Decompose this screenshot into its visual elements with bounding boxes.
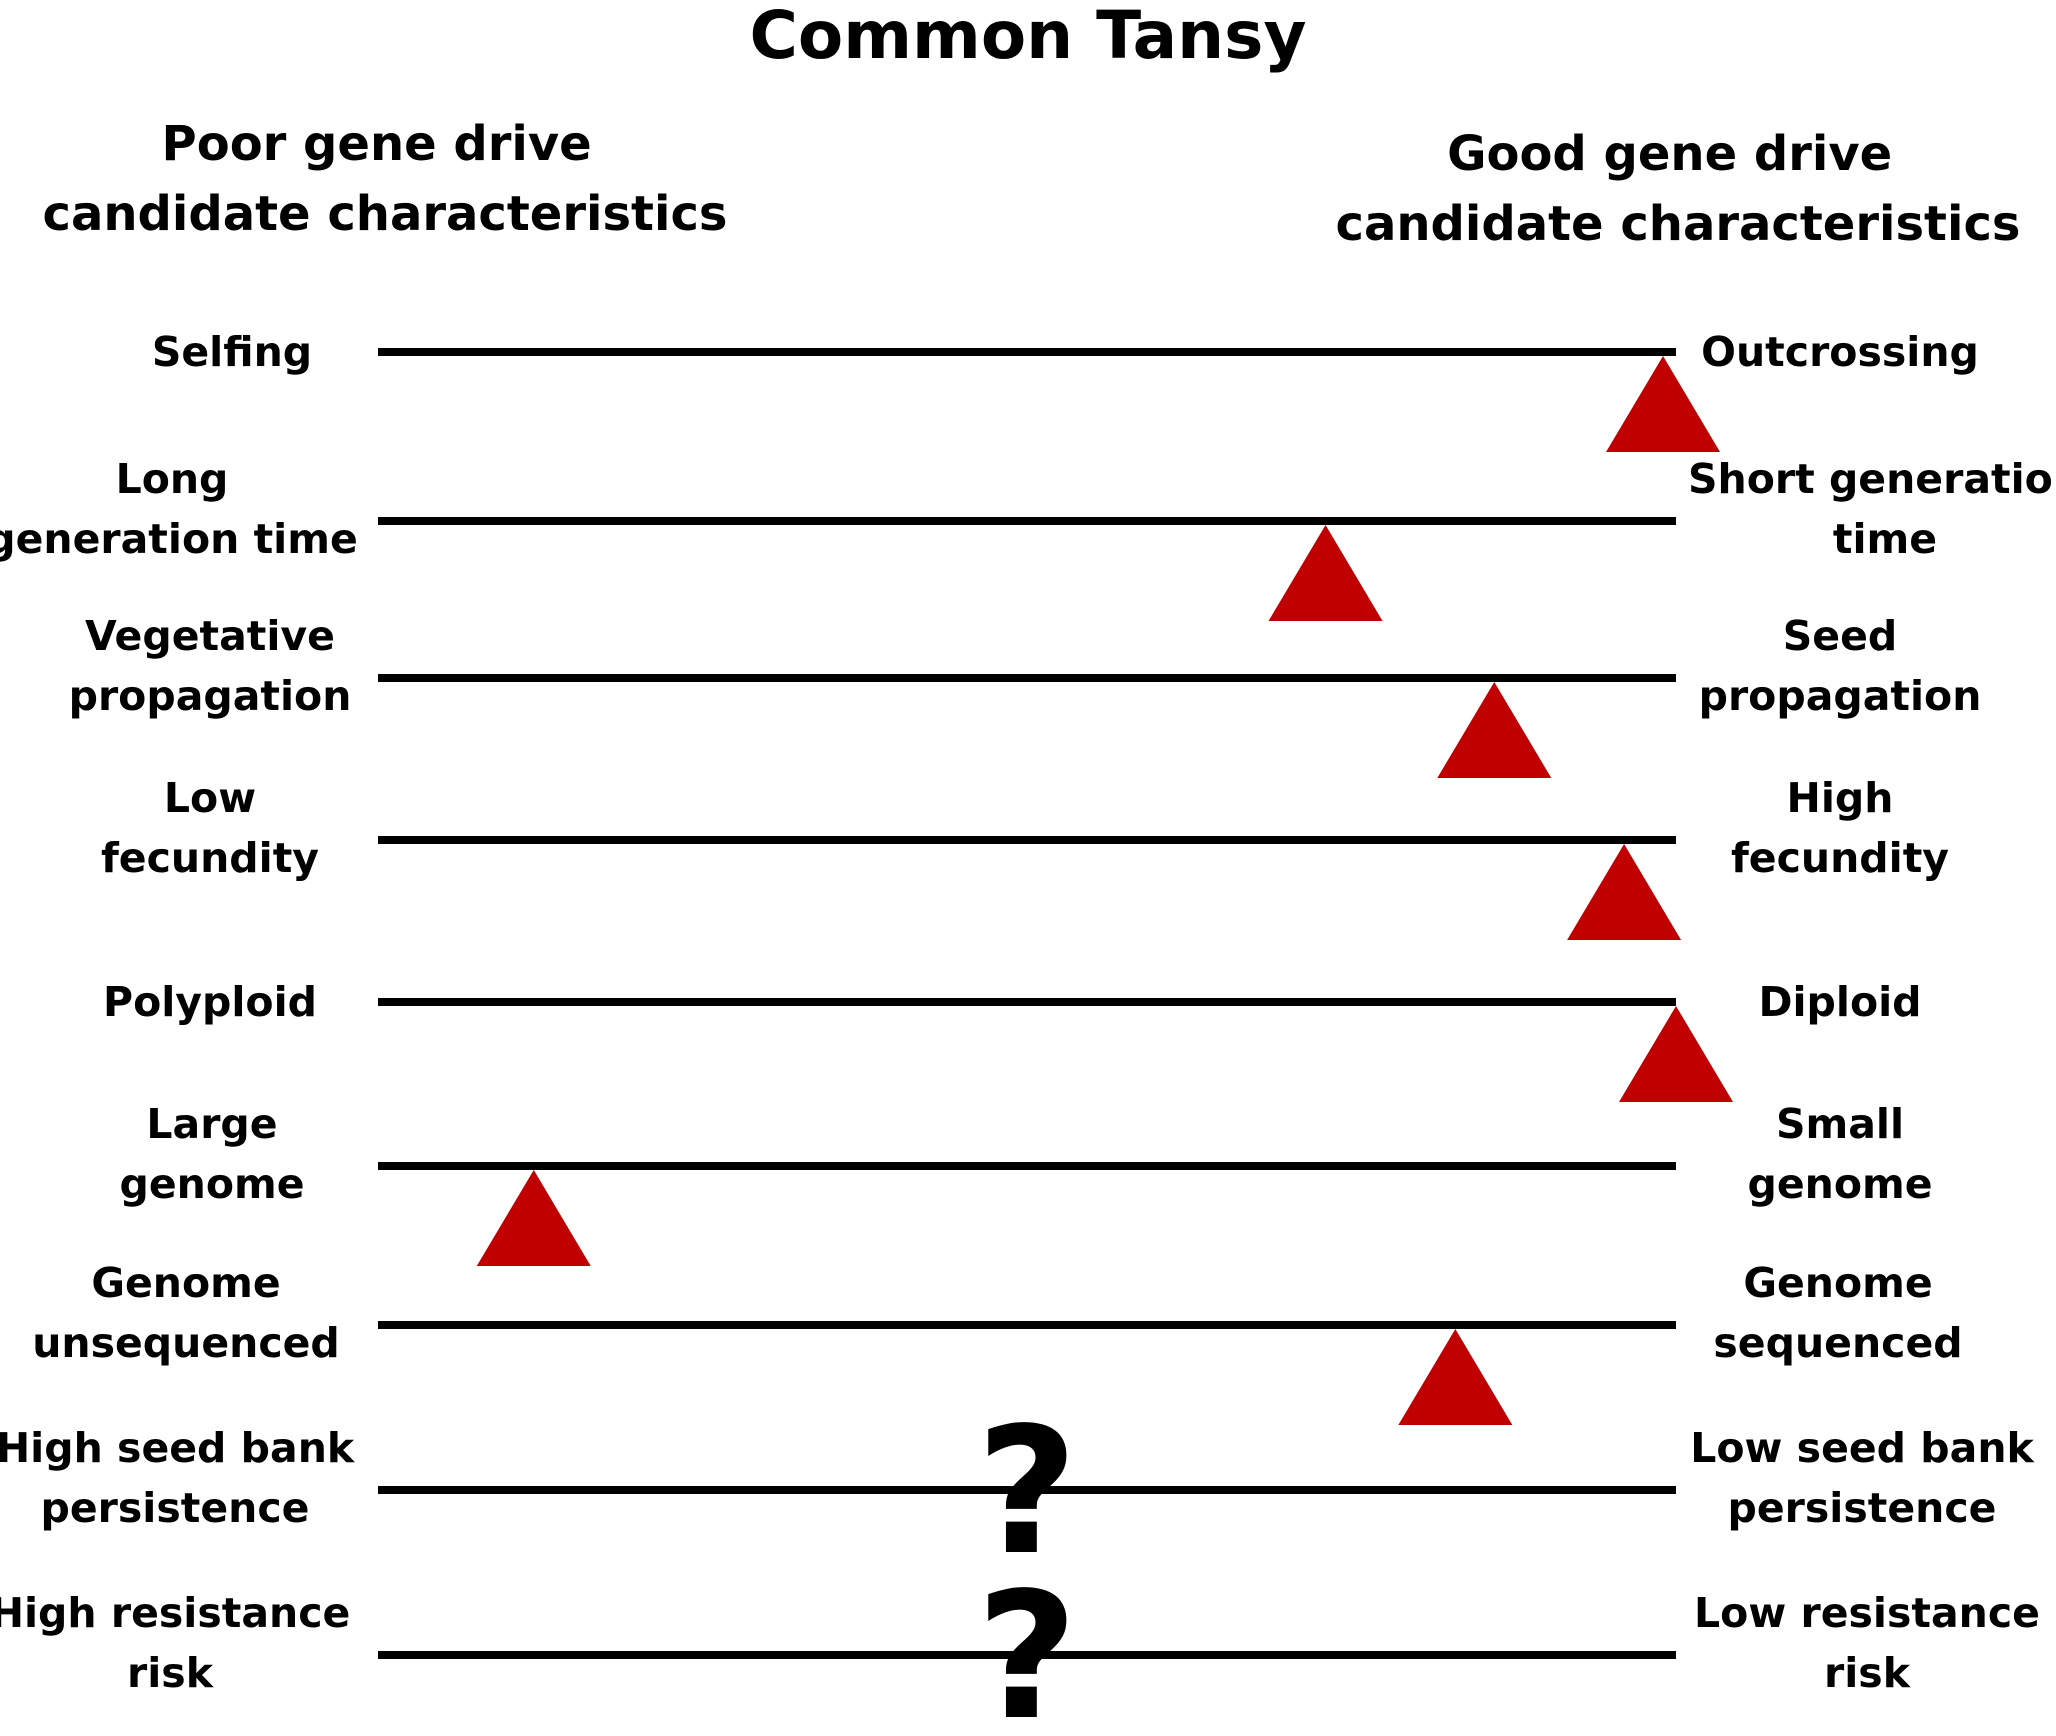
characteristic-row: Long generation time Short generation time [0,455,2056,621]
poor-trait-label: Low fecundity [101,774,319,882]
poor-trait-label: High seed bank persistence [0,1424,356,1532]
poor-trait-label-line: persistence [41,1484,310,1532]
good-trait-label-line: High [1787,774,1894,822]
good-trait-label: Seed propagation [1699,612,1982,720]
poor-trait-label-line: Large [146,1100,277,1148]
position-marker-triangle [1619,1006,1733,1102]
good-trait-label-line: Short generation [1688,455,2056,503]
good-trait-label: Low resistance risk [1694,1589,2040,1697]
poor-trait-label-line: generation time [0,515,358,563]
poor-trait-label-line: risk [127,1649,215,1697]
good-trait-label: Short generation time [1688,455,2056,563]
poor-trait-label: Large genome [119,1100,304,1208]
characteristic-row: Polyploid Diploid [103,978,1922,1102]
poor-trait-label-line: Genome [91,1259,280,1307]
characteristic-row: Selfing Outcrossing [152,328,1979,452]
poor-trait-label-line: High seed bank [0,1424,356,1472]
header-good-line-2: candidate characteristics [1336,196,2021,252]
poor-trait-label: Selfing [152,328,312,376]
unknown-marker-question: ? [976,1391,1078,1594]
characteristic-row: Large genome Small genome [119,1100,1933,1266]
position-marker-triangle [1437,682,1552,778]
good-trait-label: Genome sequenced [1713,1259,1962,1367]
poor-trait-label: Vegetative propagation [69,612,352,720]
good-trait-label-line: Genome [1743,1259,1932,1307]
good-trait-label-line: genome [1747,1160,1932,1208]
poor-trait-label-line: propagation [69,672,352,720]
good-trait-label: Small genome [1747,1100,1932,1208]
position-marker-triangle [1398,1329,1513,1425]
header-good: Good gene drive candidate characteristic… [1336,126,2021,252]
poor-trait-label: High resistance risk [0,1589,350,1697]
poor-trait-label-line: unsequenced [32,1319,340,1367]
good-trait-label-line: Low resistance [1694,1589,2040,1637]
good-trait-label-line: Small [1776,1100,1904,1148]
poor-trait-label-line: fecundity [101,834,319,882]
poor-trait-label-line: Low [164,774,256,822]
poor-trait-label: Genome unsequenced [32,1259,340,1367]
good-trait-label-line: persistence [1728,1484,1997,1532]
characteristic-row: High resistance risk Low resistance risk? [0,1556,2040,1736]
diagram-title: Common Tansy [750,0,1307,74]
header-poor-line-1: Poor gene drive [162,116,592,172]
poor-trait-label-line: Long [116,455,229,503]
poor-trait-label-line: High resistance [0,1589,350,1637]
poor-trait-label-line: Vegetative [85,612,335,660]
position-marker-triangle [1268,525,1383,621]
good-trait-label-line: risk [1824,1649,1912,1697]
poor-trait-label-line: Polyploid [103,978,317,1026]
unknown-marker-question: ? [976,1556,1078,1736]
characteristic-row: Low fecundity High fecundity [101,774,1949,940]
good-trait-label-line: fecundity [1731,834,1949,882]
characteristic-row: Vegetative propagation Seed propagation [69,612,1982,778]
position-marker-triangle [1606,356,1721,452]
good-trait-label-line: time [1833,515,1937,563]
good-trait-label-line: propagation [1699,672,1982,720]
good-trait-label-line: sequenced [1713,1319,1962,1367]
poor-trait-label: Long generation time [0,455,358,563]
good-trait-label: Outcrossing [1701,328,1979,376]
poor-trait-label: Polyploid [103,978,317,1026]
good-trait-label: Diploid [1758,978,1921,1026]
good-trait-label: Low seed bank persistence [1690,1424,2035,1532]
good-trait-label-line: Low seed bank [1690,1424,2035,1472]
position-marker-triangle [476,1170,591,1266]
good-trait-label-line: Seed [1783,612,1898,660]
characteristic-rows: Selfing Outcrossing Long generation time Sho… [0,328,2056,1736]
position-marker-triangle [1567,844,1682,940]
good-trait-label-line: Outcrossing [1701,328,1979,376]
good-trait-label: High fecundity [1731,774,1949,882]
good-trait-label-line: Diploid [1758,978,1921,1026]
header-poor-line-2: candidate characteristics [43,186,728,242]
poor-trait-label-line: genome [119,1160,304,1208]
header-poor: Poor gene drive candidate characteristic… [43,116,728,242]
poor-trait-label-line: Selfing [152,328,312,376]
header-good-line-1: Good gene drive [1447,126,1892,182]
characteristic-row: High seed bank persistence Low seed bank pe… [0,1391,2036,1594]
characteristic-row: Genome unsequenced Genome sequenced [32,1259,1963,1425]
